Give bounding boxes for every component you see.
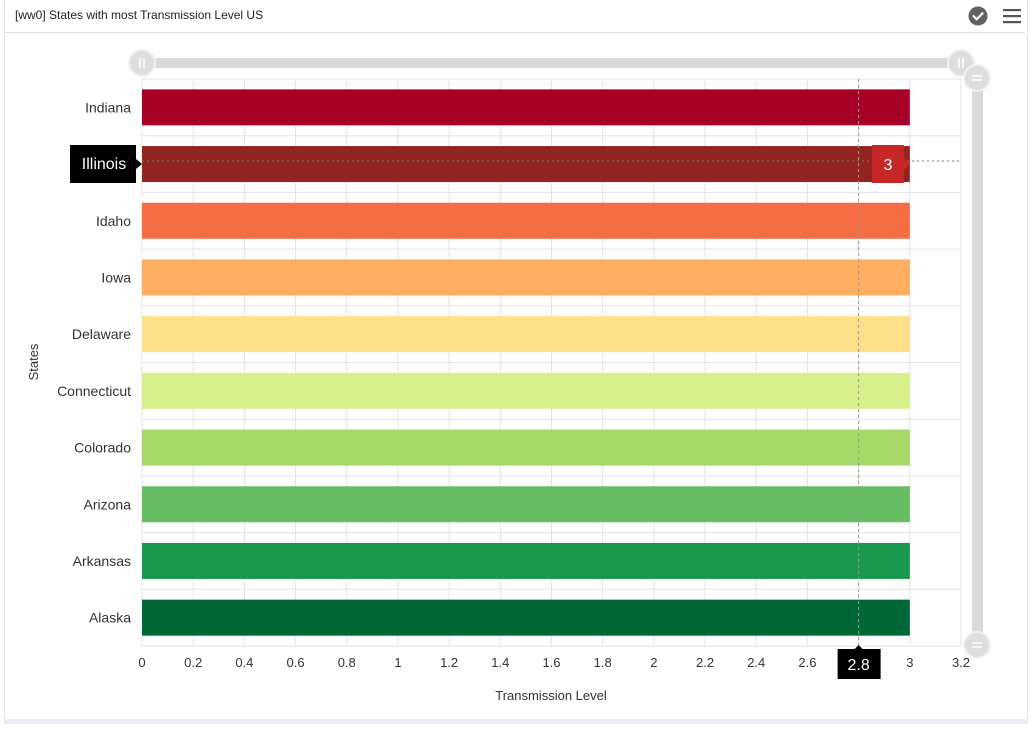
x-tick-label: 1.4 (491, 655, 509, 670)
category-tooltip-text: Illinois (82, 156, 126, 173)
value-tooltip-text: 3 (884, 157, 893, 174)
horizontal-range-slider[interactable] (128, 49, 975, 77)
bar-delaware (142, 316, 910, 353)
vertical-range-slider[interactable] (963, 64, 991, 659)
x-tick-label: 2.2 (696, 655, 714, 670)
bar-iowa (142, 259, 910, 296)
bar-arizona (142, 486, 910, 523)
crosshair-value-label (837, 649, 881, 679)
value-tooltip (872, 145, 910, 184)
x-tick-label: 0.2 (184, 655, 202, 670)
x-tick-label: 0.8 (338, 655, 356, 670)
bar-illinois (142, 146, 910, 183)
y-tick-label: Indiana (85, 99, 131, 115)
x-tick-label: 1.8 (594, 655, 612, 670)
bar-indiana (142, 89, 910, 126)
x-tick-label: 0 (138, 655, 145, 670)
vertical-slider-track (972, 78, 983, 646)
x-tick-label: 0.4 (235, 655, 253, 670)
slider-handle[interactable] (963, 64, 991, 92)
x-tick-label: 2.6 (798, 655, 816, 670)
y-tick-label: Delaware (72, 326, 131, 342)
bar-colorado (142, 429, 910, 466)
slider-handle[interactable] (128, 49, 156, 77)
x-tick-label: 0.6 (287, 655, 305, 670)
y-tick-label: Alaska (89, 610, 131, 626)
x-axis-title: Transmission Level (495, 688, 607, 703)
x-tick-label: 1.2 (440, 655, 458, 670)
x-tick-label: 3 (906, 655, 913, 670)
bar-idaho (142, 202, 910, 239)
x-tick-label: 1.6 (542, 655, 560, 670)
bars (142, 89, 910, 636)
horizontal-slider-track (142, 58, 962, 68)
hamburger-menu-icon[interactable] (1002, 8, 1022, 24)
x-tick-label: 2.4 (747, 655, 765, 670)
y-tick-label: Arkansas (73, 553, 131, 569)
x-tick-label: 1 (394, 655, 401, 670)
crosshair (142, 79, 961, 650)
y-tick-label: Arizona (84, 496, 132, 512)
y-tick-label: Colorado (74, 440, 131, 456)
panel-title: [ww0] States with most Transmission Leve… (15, 8, 264, 22)
x-tick-label: 3.2 (952, 655, 970, 670)
y-tick-label: Idaho (96, 213, 131, 229)
bar-connecticut (142, 372, 910, 409)
crosshair-value-pointer (854, 645, 863, 649)
tooltips: Illinois 3 2.8 (70, 145, 910, 679)
slider-handle[interactable] (963, 631, 991, 659)
category-tooltip (70, 145, 142, 184)
panel-header: [ww0] States with most Transmission Leve… (5, 0, 1025, 33)
check-circle-icon[interactable] (968, 6, 988, 26)
bar-arkansas (142, 542, 910, 579)
y-tick-label: Iowa (101, 269, 131, 285)
y-axis-title: States (26, 343, 41, 380)
bar-alaska (142, 599, 910, 636)
crosshair-value-text: 2.8 (848, 657, 870, 674)
x-tick-label: 2 (650, 655, 657, 670)
y-tick-label: Connecticut (57, 383, 131, 399)
